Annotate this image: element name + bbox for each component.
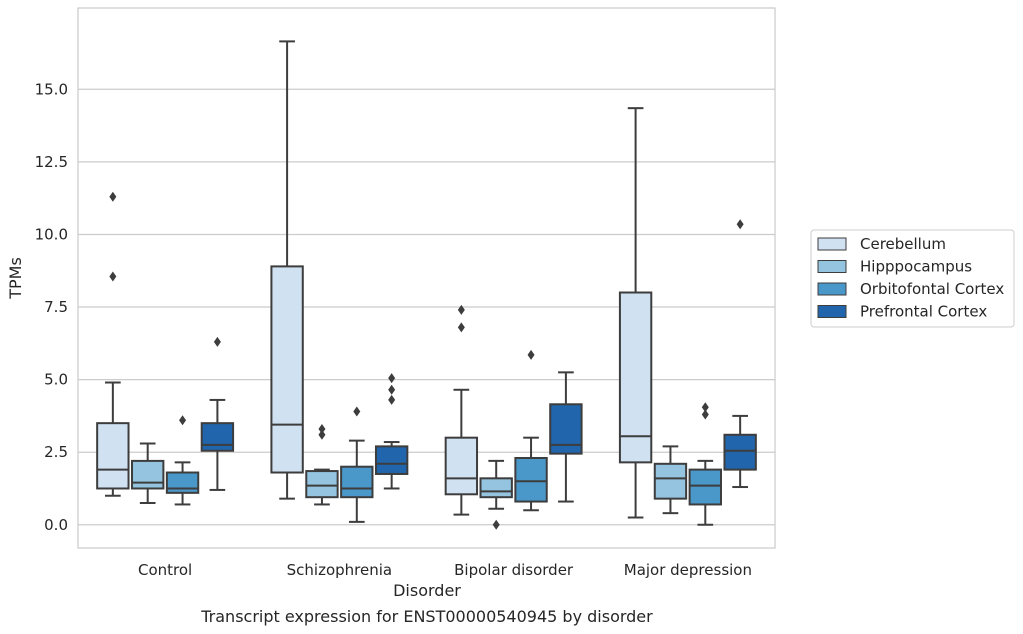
box-body [270, 265, 304, 474]
box-body [618, 291, 653, 464]
y-axis-label: TPMs [6, 257, 25, 300]
box-body [340, 465, 374, 499]
box-body [374, 445, 409, 475]
y-tick-label: 15.0 [35, 80, 68, 98]
outlier-point [527, 349, 535, 360]
box-cerebellum [96, 191, 130, 497]
box-body [444, 436, 479, 496]
box-hipppocampus [305, 423, 339, 506]
x-tick-labels: Control Schizophrenia Bipolar disorder Majo… [138, 561, 752, 579]
box-body [200, 422, 235, 452]
y-tick-label: 2.5 [44, 443, 68, 461]
legend-label: Cerebellum [860, 235, 946, 253]
legend-swatch [817, 305, 847, 318]
box-body [514, 457, 548, 503]
outlier-point [109, 271, 117, 282]
outlier-point [179, 415, 187, 426]
box-body [165, 471, 200, 494]
outlier-point [492, 519, 500, 530]
y-tick-labels: 0.0 2.5 5.0 7.5 10.0 12.5 15.0 [35, 80, 68, 533]
legend-swatch [817, 237, 847, 251]
legend-label: Hipppocampus [860, 258, 972, 276]
box-prefrontal-cortex [374, 373, 409, 490]
box-cerebellum [618, 107, 653, 519]
box-cerebellum [270, 40, 304, 500]
y-tick-label: 0.0 [44, 516, 68, 534]
box-body [96, 422, 130, 490]
outlier-point [318, 423, 326, 434]
box-orbitofontal-cortex [514, 349, 548, 512]
x-tick-label: Major depression [624, 561, 752, 579]
plot-frame [77, 7, 776, 549]
legend-swatch [817, 260, 847, 273]
chart-caption: Transcript expression for ENST0000054094… [200, 607, 653, 626]
y-tick-label: 12.5 [35, 153, 68, 171]
box-prefrontal-cortex [549, 371, 583, 503]
plot-marks [96, 40, 757, 530]
outlier-point [109, 191, 117, 202]
y-tick-label: 10.0 [35, 225, 68, 243]
y-tick-label: 7.5 [44, 298, 68, 316]
x-tick-label: Control [138, 561, 192, 579]
outlier-point [353, 406, 361, 417]
outlier-point [213, 336, 221, 347]
legend-frame [810, 229, 1015, 328]
box-prefrontal-cortex [723, 219, 757, 489]
box-body [131, 459, 165, 490]
outlier-point [701, 402, 709, 413]
gridlines [78, 88, 775, 526]
box-orbitofontal-cortex [165, 415, 200, 506]
outlier-point [388, 384, 396, 395]
y-tick-label: 5.0 [44, 371, 68, 389]
outlier-point [736, 219, 744, 230]
box-body [549, 403, 583, 455]
box-orbitofontal-cortex [340, 406, 374, 523]
box-hipppocampus [479, 459, 513, 530]
box-body [723, 433, 757, 471]
outlier-point [457, 304, 465, 315]
x-tick-label: Bipolar disorder [454, 561, 574, 579]
outlier-point [388, 394, 396, 405]
box-orbitofontal-cortex [688, 402, 722, 526]
x-axis-label: Disorder [393, 581, 461, 600]
box-body [305, 470, 339, 499]
outlier-point [388, 373, 396, 384]
box-body [653, 462, 688, 500]
box-hipppocampus [131, 442, 165, 504]
box-body [688, 468, 722, 506]
x-tick-label: Schizophrenia [287, 561, 392, 579]
legend: Cerebellum Hipppocampus Orbitofontal Corte… [810, 229, 1015, 328]
outlier-point [701, 409, 709, 420]
legend-swatch [817, 282, 847, 296]
box-hipppocampus [653, 445, 688, 515]
legend-label: Orbitofontal Cortex [860, 280, 1004, 298]
box-body [479, 477, 513, 499]
outlier-point [457, 322, 465, 333]
outlier-point [318, 429, 326, 440]
box-cerebellum [444, 304, 479, 516]
box-prefrontal-cortex [200, 336, 235, 491]
legend-label: Prefrontal Cortex [860, 303, 987, 321]
